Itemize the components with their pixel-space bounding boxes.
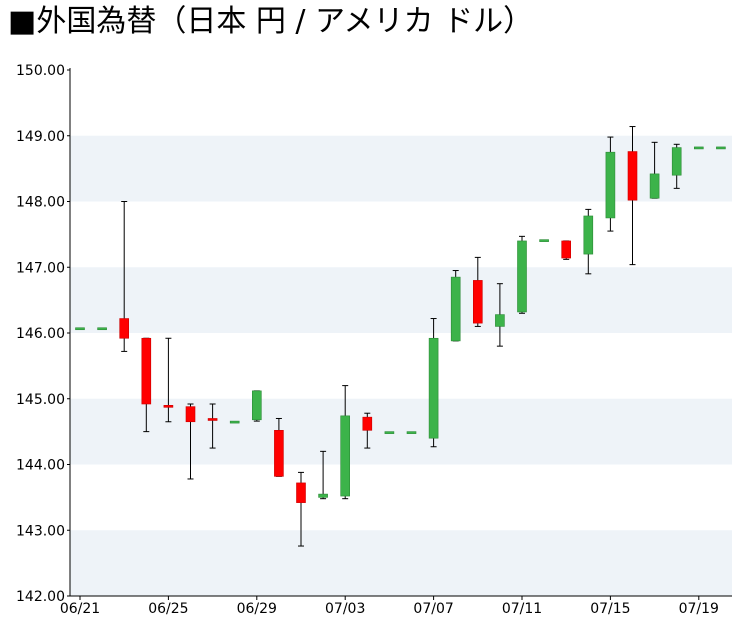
x-tick-label: 07/07	[413, 601, 453, 617]
candle-body	[495, 314, 505, 327]
candle-body	[384, 431, 395, 434]
y-tick-label: 149.00	[16, 129, 65, 145]
y-tick-label: 145.00	[16, 392, 65, 408]
candle-body	[627, 151, 638, 201]
grid-band	[70, 135, 732, 202]
candle	[450, 270, 461, 342]
grid-bands	[70, 135, 732, 596]
y-tick-label: 142.00	[16, 589, 65, 605]
candle-body	[605, 151, 616, 219]
y-tick-label: 146.00	[16, 326, 65, 342]
candle	[539, 239, 549, 242]
candle-body	[450, 276, 461, 342]
candle-body	[406, 431, 417, 434]
candle	[649, 141, 660, 199]
candle-body	[296, 482, 306, 503]
candle	[229, 420, 240, 424]
y-tick-label: 150.00	[16, 63, 65, 79]
candle	[384, 431, 395, 434]
candle-body	[649, 173, 660, 199]
x-tick-label: 07/03	[325, 601, 365, 617]
candle-body	[75, 327, 85, 331]
x-tick-label: 06/21	[60, 601, 100, 617]
candle	[163, 337, 174, 423]
candle	[362, 412, 373, 449]
candle	[141, 337, 152, 433]
candle	[671, 143, 682, 189]
x-tick-label: 07/15	[590, 601, 630, 617]
candles	[75, 126, 726, 547]
candle-body	[229, 420, 240, 424]
candle	[75, 327, 85, 331]
grid-band	[70, 530, 732, 596]
candle-body	[340, 415, 351, 497]
candle-body	[163, 405, 174, 408]
candle-body	[583, 215, 594, 255]
candle	[627, 126, 638, 266]
candle-body	[119, 318, 129, 339]
candle	[428, 318, 439, 448]
y-tick-label: 147.00	[16, 260, 65, 276]
axes	[69, 68, 732, 597]
candle	[119, 201, 129, 352]
x-tick-label: 06/29	[237, 601, 277, 617]
candle	[274, 417, 284, 477]
y-tick-label: 143.00	[16, 523, 65, 539]
grid-band	[70, 398, 732, 465]
candle	[207, 403, 218, 449]
candle-body	[318, 493, 328, 498]
candle	[406, 431, 417, 434]
x-axis-labels: 06/21 06/25 06/29 07/03 07/07 07/11 07/15 07/19	[60, 596, 719, 617]
candle	[252, 390, 262, 422]
candle	[693, 146, 704, 150]
candle	[318, 450, 328, 500]
candle-body	[693, 146, 704, 150]
candle-body	[252, 390, 262, 421]
candle-body	[428, 337, 439, 439]
candle-body	[141, 337, 152, 405]
y-axis-labels: 142.00 143.00 144.00 145.00 146.00 147.00 148.…	[16, 63, 70, 605]
candle	[296, 471, 306, 547]
candle	[583, 208, 594, 275]
grid-band	[70, 267, 732, 333]
candle-body	[207, 418, 218, 421]
candle-body	[539, 239, 549, 242]
y-tick-label: 144.00	[16, 458, 65, 474]
candle-body	[472, 280, 483, 324]
candle-body	[671, 147, 682, 176]
candle	[97, 327, 107, 331]
candle	[517, 235, 527, 314]
chart-title: ■外国為替（日本 円 / アメリカ ドル）	[8, 4, 534, 39]
candle	[495, 283, 505, 347]
candle	[472, 256, 483, 327]
candle	[340, 385, 351, 500]
candle-body	[97, 327, 107, 331]
candle-body	[362, 416, 373, 431]
candle	[605, 136, 616, 232]
candle-body	[517, 240, 527, 313]
candle	[561, 240, 572, 260]
candle-body	[561, 240, 572, 259]
x-tick-label: 07/19	[679, 601, 719, 617]
x-tick-label: 06/25	[148, 601, 188, 617]
candle-body	[185, 406, 196, 423]
x-tick-label: 07/11	[502, 601, 542, 617]
candle-body	[274, 430, 284, 477]
candle	[716, 146, 726, 150]
candle-body	[716, 146, 726, 150]
candle	[185, 403, 196, 480]
y-tick-label: 148.00	[16, 195, 65, 211]
